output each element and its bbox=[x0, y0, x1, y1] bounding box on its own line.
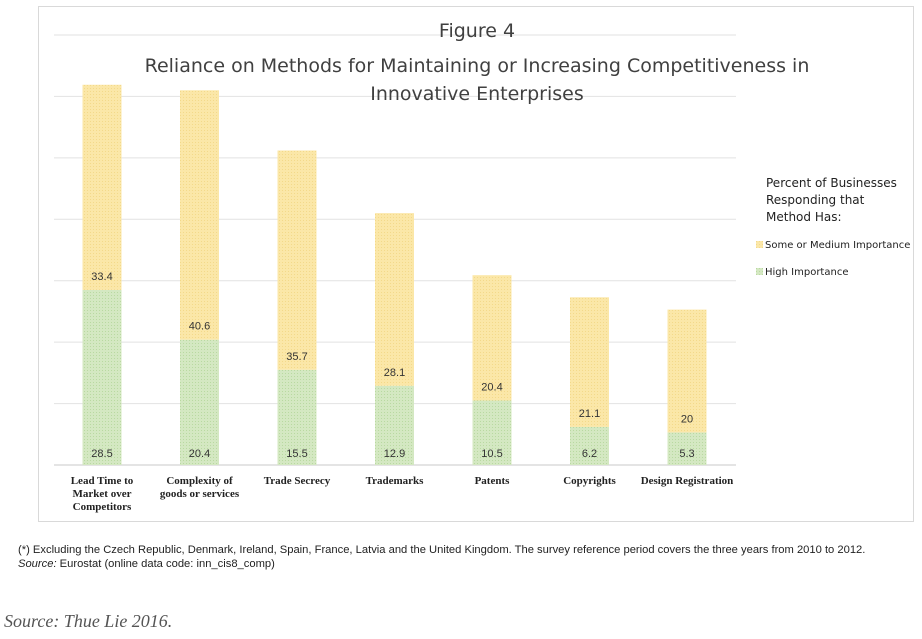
data-label-some: 35.7 bbox=[286, 351, 307, 363]
data-label-high: 5.3 bbox=[679, 448, 694, 460]
chart-frame: 28.5 33.4 20.4 40.6 15.5 35.7 12.9 28.1 10.5 20.4… bbox=[38, 6, 914, 522]
chart-title-line: Reliance on Methods for Maintaining or I… bbox=[145, 55, 810, 77]
bar-some-importance bbox=[375, 213, 414, 386]
category-label-line: Lead Time to bbox=[71, 475, 134, 487]
category-label: Complexity of goods or services bbox=[160, 475, 240, 500]
bars bbox=[82, 84, 707, 465]
category-label-line: Competitors bbox=[73, 501, 132, 513]
category-label-line: Market over bbox=[73, 488, 132, 500]
bar-high-importance bbox=[375, 385, 414, 465]
category-label: Design Registration bbox=[641, 475, 734, 487]
bar-some-importance bbox=[667, 309, 707, 433]
legend-title-line: Method Has: bbox=[766, 210, 842, 224]
data-label-high: 15.5 bbox=[286, 448, 307, 460]
bar-some-importance bbox=[180, 90, 219, 340]
figure-caption: Source: Thue Lie 2016. bbox=[4, 611, 173, 631]
bar-some-importance bbox=[82, 84, 122, 290]
footnote-source: Source: Eurostat (online data code: inn_… bbox=[18, 557, 918, 571]
category-label-line: Patents bbox=[475, 475, 511, 487]
data-label-high: 10.5 bbox=[481, 448, 502, 460]
category-label: Trademarks bbox=[366, 475, 425, 487]
footnote: (*) Excluding the Czech Republic, Denmar… bbox=[18, 543, 918, 571]
data-label-some: 33.4 bbox=[91, 271, 112, 283]
data-label-some: 20.4 bbox=[481, 382, 502, 394]
value-labels: 28.5 33.4 20.4 40.6 15.5 35.7 12.9 28.1 10.5 20.4… bbox=[91, 271, 694, 460]
data-label-high: 28.5 bbox=[91, 448, 112, 460]
category-label: Patents bbox=[475, 475, 511, 487]
category-label-line: Trademarks bbox=[366, 475, 425, 487]
footnote-source-label: Source: bbox=[18, 558, 57, 570]
category-labels: Lead Time to Market over Competitors Comple… bbox=[71, 475, 734, 513]
bar-high-importance bbox=[82, 289, 122, 465]
data-label-high: 20.4 bbox=[189, 448, 210, 460]
legend-title-line: Percent of Businesses bbox=[766, 176, 897, 190]
category-label: Trade Secrecy bbox=[264, 475, 331, 487]
footnote-source-text: Eurostat (online data code: inn_cis8_com… bbox=[56, 558, 275, 570]
bar-high-importance bbox=[472, 400, 512, 465]
bar-some-importance bbox=[277, 150, 317, 370]
data-label-some: 28.1 bbox=[384, 367, 405, 379]
legend: Percent of Businesses Responding that Meth… bbox=[756, 176, 910, 278]
footnote-note: (*) Excluding the Czech Republic, Denmar… bbox=[18, 544, 866, 556]
legend-entry: Some or Medium Importance bbox=[765, 240, 910, 251]
category-label-line: goods or services bbox=[160, 488, 240, 500]
bar-high-importance bbox=[277, 369, 317, 465]
data-label-high: 6.2 bbox=[582, 448, 597, 460]
data-label-high: 12.9 bbox=[384, 448, 405, 460]
bar-some-importance bbox=[472, 275, 512, 401]
category-label-line: Copyrights bbox=[563, 475, 616, 487]
bar-chart: 28.5 33.4 20.4 40.6 15.5 35.7 12.9 28.1 10.5 20.4… bbox=[54, 20, 910, 513]
data-label-some: 21.1 bbox=[579, 408, 600, 420]
category-label-line: Complexity of bbox=[166, 475, 233, 487]
category-label: Lead Time to Market over Competitors bbox=[71, 475, 134, 513]
bar-some-importance bbox=[570, 297, 609, 427]
legend-swatch bbox=[756, 241, 763, 248]
bar-high-importance bbox=[570, 426, 609, 465]
bar-high-importance bbox=[180, 339, 219, 465]
legend-entry: High Importance bbox=[765, 267, 848, 278]
data-label-some: 40.6 bbox=[189, 321, 210, 333]
chart-title-line: Figure 4 bbox=[439, 20, 515, 42]
legend-swatch bbox=[756, 268, 763, 275]
category-label-line: Design Registration bbox=[641, 475, 734, 487]
chart-title: Figure 4 Reliance on Methods for Maintain… bbox=[145, 20, 810, 105]
category-label-line: Trade Secrecy bbox=[264, 475, 331, 487]
legend-title-line: Responding that bbox=[766, 193, 865, 207]
data-label-some: 20 bbox=[681, 413, 693, 425]
chart-title-line: Innovative Enterprises bbox=[370, 83, 584, 105]
category-label: Copyrights bbox=[563, 475, 616, 487]
bar-high-importance bbox=[667, 432, 707, 465]
